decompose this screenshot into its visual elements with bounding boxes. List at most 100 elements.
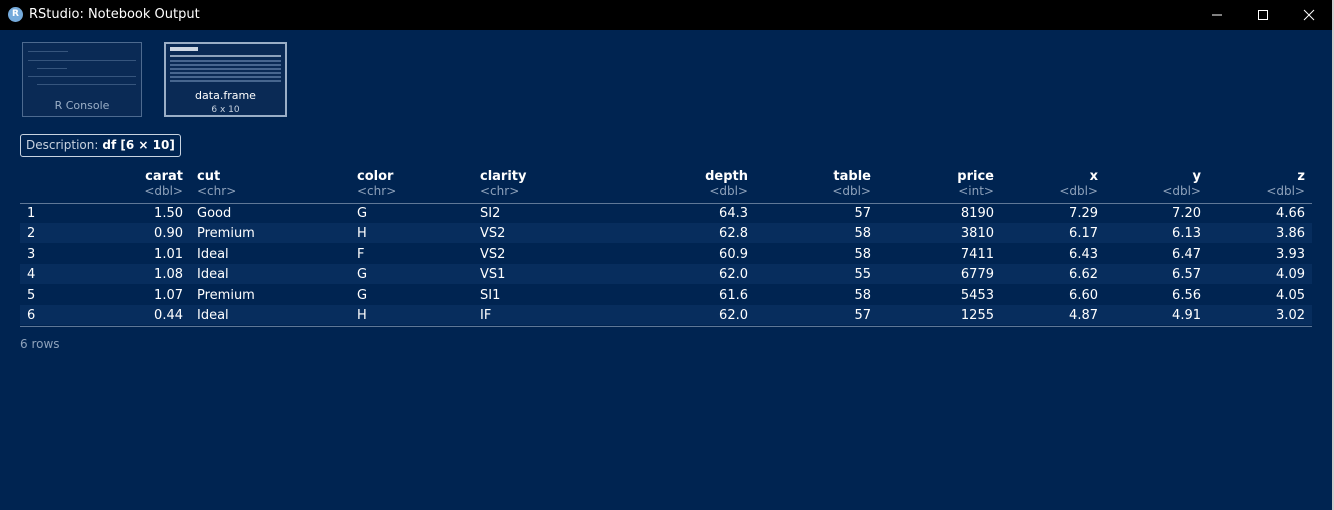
column-header-name[interactable]: x xyxy=(1089,169,1098,184)
column-header-name[interactable]: y xyxy=(1192,169,1201,184)
frame-preview-row xyxy=(170,76,281,78)
row-count: 6 rows xyxy=(20,337,60,351)
table-cell-x: 6.62 xyxy=(1069,267,1098,282)
table-cell-clarity: VS2 xyxy=(480,226,506,241)
column-header-name[interactable]: depth xyxy=(705,169,748,184)
column-header-name[interactable]: color xyxy=(357,169,394,184)
maximize-icon xyxy=(1258,10,1268,20)
row-number: 2 xyxy=(27,226,36,241)
header-divider xyxy=(20,203,1312,204)
table-cell-y: 7.20 xyxy=(1172,206,1201,221)
column-header-type: <dbl> xyxy=(144,184,183,198)
table-cell-cut: Premium xyxy=(197,288,255,303)
table-cell-y: 4.91 xyxy=(1172,308,1201,323)
table-cell-clarity: SI2 xyxy=(480,206,501,221)
minimize-button[interactable] xyxy=(1194,0,1240,30)
table-cell-clarity: VS2 xyxy=(480,247,506,262)
window-title: RStudio: Notebook Output xyxy=(29,7,200,22)
column-header-type: <chr> xyxy=(197,184,237,198)
row-number: 4 xyxy=(27,267,36,282)
table-cell-depth: 61.6 xyxy=(719,288,748,303)
table-cell-table: 55 xyxy=(854,267,871,282)
column-header-type: <dbl> xyxy=(1162,184,1201,198)
column-header-name[interactable]: cut xyxy=(197,169,221,184)
column-header-name[interactable]: clarity xyxy=(480,169,527,184)
table-cell-table: 57 xyxy=(854,308,871,323)
table-cell-z: 3.86 xyxy=(1276,226,1305,241)
frame-preview-header xyxy=(170,47,198,51)
console-preview-line xyxy=(37,68,67,69)
table-cell-price: 6779 xyxy=(960,267,994,282)
row-number: 3 xyxy=(27,247,36,262)
table-cell-price: 1255 xyxy=(960,308,994,323)
column-header-type: <dbl> xyxy=(709,184,748,198)
table-cell-color: G xyxy=(357,267,368,282)
table-row: 2 0.90 Premium H VS2 62.8 58 3810 6.17 6.13 3.86 xyxy=(20,223,1312,243)
column-header-name[interactable]: z xyxy=(1297,169,1305,184)
table-cell-color: H xyxy=(357,226,367,241)
window-edge xyxy=(1332,0,1334,510)
table-cell-cut: Ideal xyxy=(197,247,229,262)
console-preview-line xyxy=(37,84,136,85)
table-cell-carat: 1.50 xyxy=(154,206,183,221)
column-header-type: <dbl> xyxy=(1059,184,1098,198)
table-cell-clarity: IF xyxy=(480,308,492,323)
data-frame-thumbnail[interactable]: data.frame 6 x 10 xyxy=(164,42,287,117)
table-cell-y: 6.57 xyxy=(1172,267,1201,282)
console-preview-line xyxy=(28,51,68,52)
table-row: 1 1.50 Good G SI2 64.3 57 8190 7.29 7.20 4.66 xyxy=(20,203,1312,223)
description-value: df [6 × 10] xyxy=(102,138,175,152)
row-number: 1 xyxy=(27,206,36,221)
table-cell-z: 3.02 xyxy=(1276,308,1305,323)
table-cell-depth: 62.0 xyxy=(719,267,748,282)
close-button[interactable] xyxy=(1286,0,1332,30)
column-header-name[interactable]: price xyxy=(957,169,994,184)
console-preview-line xyxy=(28,76,136,77)
column-header-type: <dbl> xyxy=(1266,184,1305,198)
table-cell-y: 6.47 xyxy=(1172,247,1201,262)
table-cell-carat: 1.08 xyxy=(154,267,183,282)
thumbnail-dimensions: 6 x 10 xyxy=(211,105,240,115)
close-icon xyxy=(1303,9,1315,21)
table-cell-depth: 60.9 xyxy=(719,247,748,262)
table-cell-cut: Good xyxy=(197,206,232,221)
maximize-button[interactable] xyxy=(1240,0,1286,30)
table-cell-price: 3810 xyxy=(960,226,994,241)
table-cell-carat: 1.01 xyxy=(154,247,183,262)
title-bar[interactable]: R RStudio: Notebook Output xyxy=(0,0,1334,30)
table-cell-z: 4.09 xyxy=(1276,267,1305,282)
table-cell-z: 4.66 xyxy=(1276,206,1305,221)
column-header-name[interactable]: table xyxy=(833,169,871,184)
table-cell-x: 4.87 xyxy=(1069,308,1098,323)
frame-preview-row xyxy=(170,60,281,62)
table-cell-carat: 1.07 xyxy=(154,288,183,303)
table-cell-depth: 64.3 xyxy=(719,206,748,221)
thumbnail-label: R Console xyxy=(54,99,110,112)
table-cell-color: F xyxy=(357,247,365,262)
row-number: 5 xyxy=(27,288,36,303)
column-header-name[interactable]: carat xyxy=(145,169,183,184)
table-cell-table: 57 xyxy=(854,206,871,221)
frame-preview-row xyxy=(170,55,281,57)
r-console-thumbnail[interactable]: R Console xyxy=(22,42,142,117)
table-cell-clarity: VS1 xyxy=(480,267,506,282)
frame-preview-row xyxy=(170,72,281,74)
table-cell-table: 58 xyxy=(854,226,871,241)
frame-preview-row xyxy=(170,64,281,66)
table-cell-x: 6.43 xyxy=(1069,247,1098,262)
console-preview-line xyxy=(28,60,136,61)
table-cell-table: 58 xyxy=(854,247,871,262)
table-cell-cut: Ideal xyxy=(197,308,229,323)
table-cell-carat: 0.44 xyxy=(154,308,183,323)
table-cell-depth: 62.8 xyxy=(719,226,748,241)
table-cell-z: 3.93 xyxy=(1276,247,1305,262)
table-cell-carat: 0.90 xyxy=(154,226,183,241)
table-cell-depth: 62.0 xyxy=(719,308,748,323)
table-cell-color: G xyxy=(357,288,368,303)
column-header-type: <chr> xyxy=(480,184,520,198)
table-cell-cut: Premium xyxy=(197,226,255,241)
table-cell-price: 5453 xyxy=(960,288,994,303)
table-cell-clarity: SI1 xyxy=(480,288,501,303)
table-cell-color: G xyxy=(357,206,368,221)
